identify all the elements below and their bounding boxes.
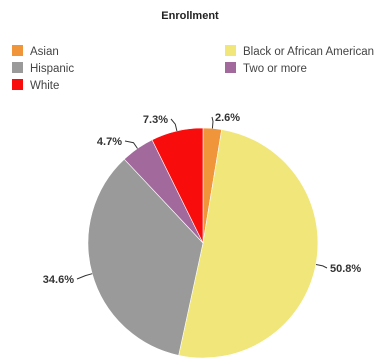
data-label-asian: 2.6%	[215, 112, 240, 124]
legend-swatch-two-or-more	[225, 62, 236, 73]
data-label-two-or-more: 4.7%	[97, 136, 122, 148]
pie-slices	[87, 127, 319, 359]
legend-item-two-or-more: Two or more	[225, 62, 307, 75]
legend-label-black-or-african-american: Black or African American	[243, 46, 374, 58]
pie-slice-white	[151, 127, 204, 244]
pie-slice-black-or-african-american	[178, 129, 319, 359]
pie-data-labels: 2.6% 50.8% 34.6% 4.7% 7.3%	[43, 112, 362, 286]
legend-swatch-white	[12, 79, 23, 90]
legend-label-white: White	[30, 80, 59, 92]
legend-item-white: White	[12, 79, 59, 92]
legend-label-two-or-more: Two or more	[243, 63, 307, 75]
leader-line-two-or-more	[124, 140, 138, 149]
legend-swatch-hispanic	[12, 62, 23, 73]
legend-label-asian: Asian	[30, 46, 59, 58]
data-label-black-or-african-american: 50.8%	[330, 263, 361, 275]
chart-title: Enrollment	[161, 10, 219, 22]
chart-legend: Asian Black or African American Hispanic Tw…	[12, 45, 374, 92]
legend-swatch-asian	[12, 45, 23, 56]
data-label-white: 7.3%	[143, 114, 168, 126]
leader-line-asian	[211, 116, 214, 129]
legend-item-hispanic: Hispanic	[12, 62, 74, 75]
leader-line-black-or-african-american	[315, 264, 328, 269]
legend-label-hispanic: Hispanic	[30, 63, 74, 75]
legend-item-black-or-african-american: Black or African American	[225, 45, 374, 58]
data-label-hispanic: 34.6%	[43, 274, 74, 286]
leader-line-white	[170, 118, 178, 132]
legend-item-asian: Asian	[12, 45, 59, 58]
legend-swatch-black-or-african-american	[225, 45, 236, 56]
leader-line-hispanic	[76, 273, 93, 280]
